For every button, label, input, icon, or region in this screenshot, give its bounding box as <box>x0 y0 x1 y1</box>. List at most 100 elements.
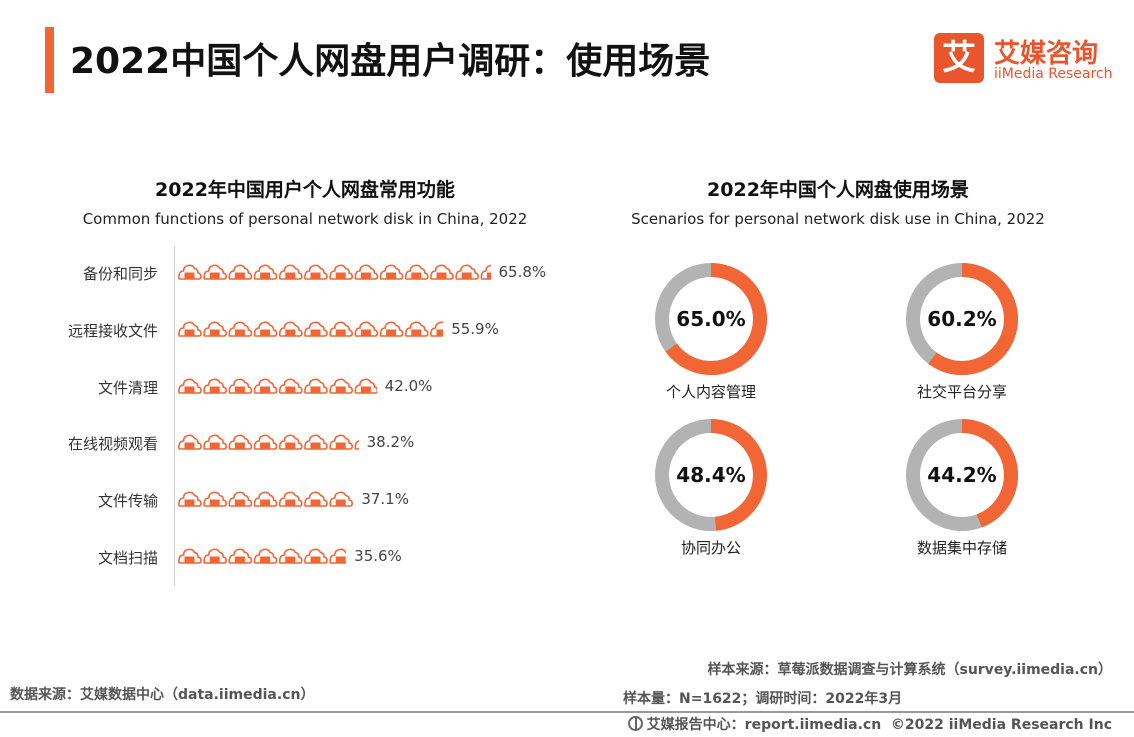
cloud-icon <box>404 321 429 337</box>
bar <box>176 431 359 453</box>
bar-category-label: 在线视频观看 <box>67 435 158 454</box>
cloud-icon <box>430 321 444 337</box>
cloud-icon <box>228 321 253 337</box>
data-source: 数据来源：艾媒数据中心（data.iimedia.cn） <box>10 687 315 703</box>
bar-row: 在线视频观看 38.2% <box>0 427 600 457</box>
donut-category-label: 数据集中存储 <box>916 539 1007 557</box>
page-title: 2022中国个人网盘用户调研：使用场景 <box>70 41 711 82</box>
cloud-icon <box>178 491 202 507</box>
cloud-icon <box>203 491 228 507</box>
cloud-icon <box>404 264 429 280</box>
cloud-icon <box>253 434 278 451</box>
logo-english-text: iiMedia Research <box>994 66 1113 82</box>
donut-value-label: 60.2% <box>927 307 997 331</box>
cloud-icon <box>304 321 328 337</box>
footer-divider <box>0 711 1134 713</box>
bar-value-label: 65.8% <box>498 263 547 281</box>
cloud-icon <box>228 548 253 564</box>
cloud-icon <box>379 264 404 280</box>
bar-category-label: 备份和同步 <box>82 265 158 283</box>
donut-category-label: 个人内容管理 <box>665 383 756 401</box>
cloud-icon <box>228 491 253 507</box>
functions-chart-subtitle: Common functions of personal network dis… <box>82 210 528 228</box>
bar <box>176 488 353 510</box>
cloud-icon <box>253 491 278 507</box>
cloud-icon <box>253 321 278 337</box>
cloud-icon <box>329 434 353 451</box>
cloud-icon <box>228 378 253 394</box>
cloud-icon <box>228 264 253 280</box>
cloud-icon <box>178 548 202 564</box>
cloud-icon <box>329 548 347 564</box>
functions-chart-axis <box>174 246 175 586</box>
cloud-icon <box>354 321 379 337</box>
cloud-icon <box>253 264 278 280</box>
cloud-icon <box>278 491 303 507</box>
bar-row: 文档扫描 35.6% <box>0 541 600 571</box>
cloud-icon <box>455 264 480 280</box>
cloud-icon <box>278 264 303 280</box>
donut: 44.2% <box>904 417 1020 533</box>
scenarios-chart-subtitle: Scenarios for personal network disk use … <box>631 210 1045 228</box>
bar-row: 远程接收文件 55.9% <box>0 314 600 344</box>
donut-category-label: 协同办公 <box>680 539 741 557</box>
footer-credits: 艾媒报告中心：report.iimedia.cn ©2022 iiMedia R… <box>627 714 1112 734</box>
cloud-icon <box>203 321 228 337</box>
cloud-icon <box>354 264 379 280</box>
donut-value-arc <box>906 263 1018 375</box>
bar-category-label: 文档扫描 <box>97 549 158 567</box>
cloud-icon <box>304 434 328 451</box>
cloud-icon <box>354 378 377 394</box>
donut: 60.2% <box>904 261 1020 377</box>
bar <box>176 545 347 567</box>
cloud-icon <box>430 264 454 280</box>
cloud-icon <box>278 378 303 394</box>
donut: 48.4% <box>653 417 769 533</box>
donut: 65.0% <box>653 261 769 377</box>
donut-value-arc <box>655 263 767 375</box>
bar-row: 文件传输 37.1% <box>0 484 600 514</box>
cloud-icon <box>304 491 328 507</box>
logo-mark: 艾 <box>934 33 984 83</box>
globe-icon <box>627 716 643 731</box>
donut-value-label: 48.4% <box>676 463 746 487</box>
donut-category-label: 社交平台分享 <box>916 383 1007 401</box>
cloud-icon <box>203 434 228 451</box>
sample-size: 样本量：N=1622；调研时间：2022年3月 <box>623 691 903 707</box>
cloud-icon <box>178 321 202 337</box>
cloud-icon <box>253 378 278 394</box>
sample-source: 样本来源：草莓派数据调查与计算系统（survey.iimedia.cn） <box>707 662 1112 678</box>
copyright: ©2022 iiMedia Research Inc <box>890 717 1112 733</box>
logo-chinese-text: 艾媒咨询 <box>994 39 1099 69</box>
donut-value-arc <box>655 419 767 531</box>
cloud-icon <box>178 378 202 394</box>
cloud-icon <box>329 321 353 337</box>
cloud-icon <box>329 378 353 394</box>
functions-chart-title: 2022年中国用户个人网盘常用功能 <box>155 179 455 201</box>
cloud-icon <box>329 264 353 280</box>
bar-value-label: 38.2% <box>366 433 415 452</box>
cloud-icon <box>278 321 303 337</box>
bar-value-label: 42.0% <box>384 376 433 395</box>
title-accent-bar <box>45 27 54 93</box>
cloud-icon <box>178 434 202 451</box>
cloud-icon <box>354 440 359 451</box>
bar <box>176 318 444 340</box>
donut-value-arc <box>906 419 1018 531</box>
cloud-icon <box>329 491 353 507</box>
donut-value-label: 44.2% <box>927 463 997 487</box>
bar <box>176 261 491 283</box>
cloud-icon <box>253 548 278 564</box>
cloud-icon <box>203 378 228 394</box>
bar-value-label: 55.9% <box>451 319 499 338</box>
cloud-icon <box>203 264 228 280</box>
bar-category-label: 文件清理 <box>97 378 158 397</box>
report-center: 艾媒报告中心：report.iimedia.cn <box>646 717 882 733</box>
cloud-icon <box>304 548 328 564</box>
cloud-icon <box>379 321 404 337</box>
scenarios-chart-title: 2022年中国个人网盘使用场景 <box>707 179 969 201</box>
cloud-icon <box>203 548 228 564</box>
bar <box>176 375 377 397</box>
bar-value-label: 37.1% <box>361 490 409 509</box>
cloud-icon <box>304 378 328 394</box>
